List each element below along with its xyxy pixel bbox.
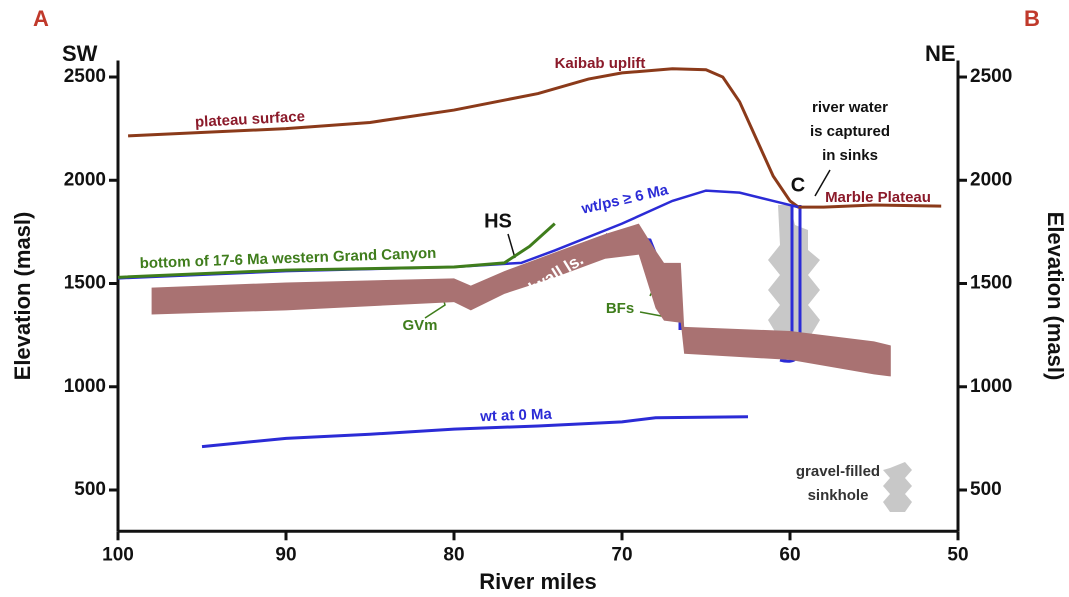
y-tick-label: 1500 (64, 273, 106, 294)
x-tick-label: 50 (947, 544, 968, 565)
line (202, 417, 748, 447)
annotation: is captured (810, 123, 890, 140)
y2-tick-label: 1500 (970, 273, 1012, 294)
annotation: GVm (402, 317, 437, 334)
sinkhole (768, 205, 820, 350)
annotation: Marble Plateau (825, 189, 931, 206)
series-label: wt at 0 Ma (479, 406, 553, 426)
series-label: wt/ps ≥ 6 Ma (579, 181, 670, 218)
annotation: river water (812, 99, 888, 116)
x-tick-label: 100 (102, 544, 134, 565)
x-tick-label: 70 (611, 544, 632, 565)
annotation: Kaibab uplift (555, 55, 646, 72)
y-axis-label: Elevation (masl) (10, 212, 35, 381)
y-tick-label: 1000 (64, 376, 106, 397)
y2-tick-label: 500 (970, 479, 1002, 500)
annotation: HS (484, 210, 512, 232)
annotation: sinkhole (808, 487, 869, 504)
annotation: C (791, 174, 805, 196)
direction-label: NE (925, 41, 956, 66)
x-tick-label: 80 (443, 544, 464, 565)
y2-tick-label: 2500 (970, 66, 1012, 87)
x-axis-label: River miles (479, 569, 596, 594)
y-tick-label: 2500 (64, 66, 106, 87)
annotation: gravel-filled (796, 463, 880, 480)
chart: River miles Elevation (masl) Elevation (… (0, 0, 1069, 597)
x-tick-label: 60 (779, 544, 800, 565)
annotation: in sinks (822, 147, 878, 164)
panel-label: A (33, 6, 49, 31)
sinkhole-legend (883, 462, 912, 512)
y2-axis-label: Elevation (masl) (1043, 212, 1068, 381)
y-tick-label: 500 (74, 479, 106, 500)
y2-tick-label: 2000 (970, 169, 1012, 190)
annotation: BFs (606, 300, 634, 317)
x-tick-label: 90 (275, 544, 296, 565)
y2-tick-label: 1000 (970, 376, 1012, 397)
panel-label: B (1024, 6, 1040, 31)
y-tick-label: 2000 (64, 169, 106, 190)
direction-label: SW (62, 41, 98, 66)
